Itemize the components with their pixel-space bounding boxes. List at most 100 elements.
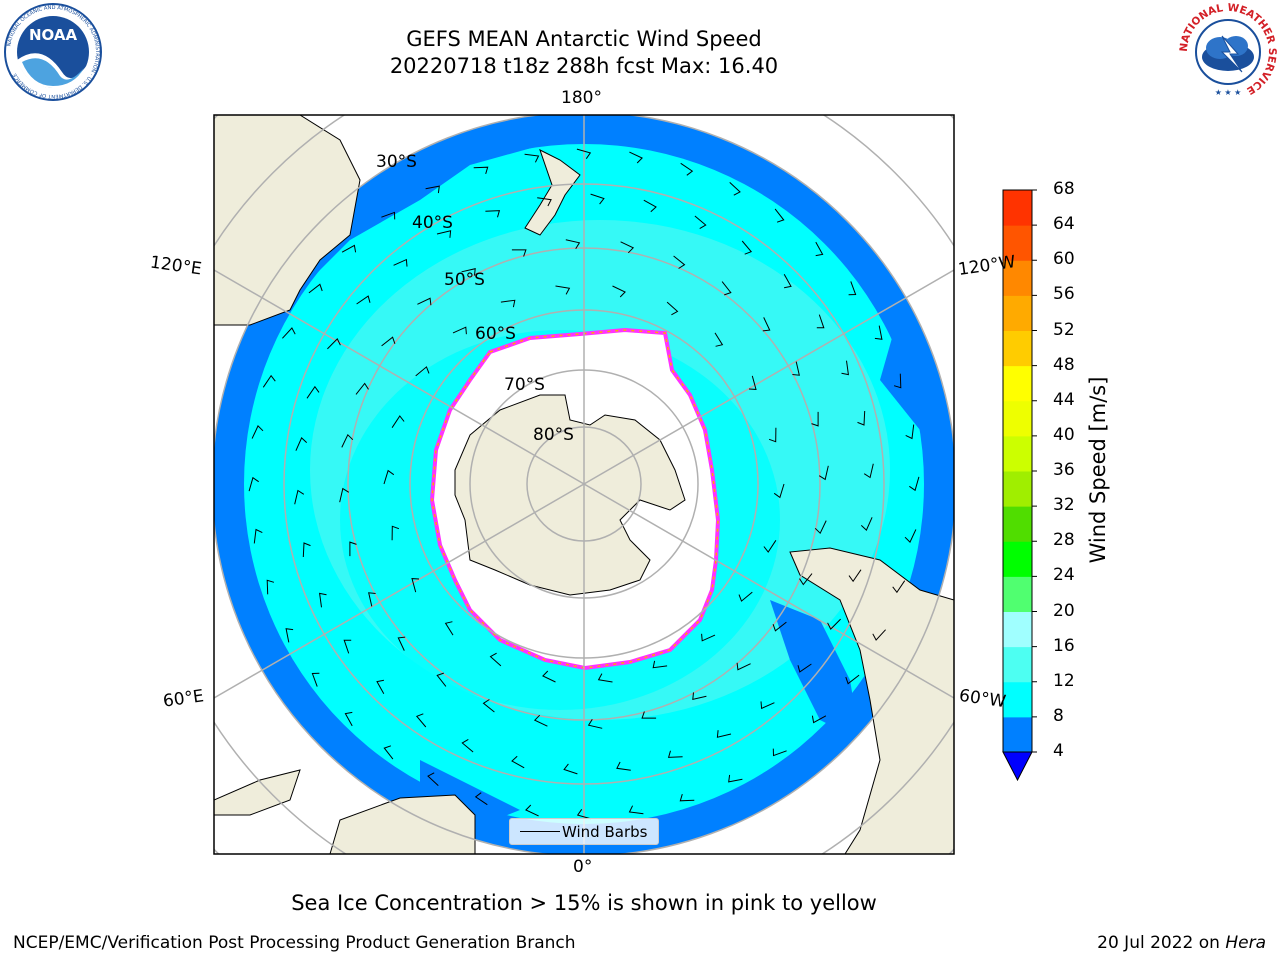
- legend-line-swatch: [520, 831, 560, 832]
- wind-barb: [738, 591, 753, 602]
- wind-barb: [666, 301, 679, 316]
- wind-barb: [763, 540, 777, 553]
- wind-barb: [474, 792, 488, 806]
- wind-barb: [285, 628, 294, 643]
- wind-barb: [729, 182, 741, 196]
- noaa-logo: NOAA NATIONAL OCEANIC AND ATMOSPHERIC AD…: [4, 3, 102, 101]
- wind-barb: [417, 297, 432, 306]
- wind-barb: [436, 672, 447, 687]
- wind-barb: [892, 580, 906, 594]
- colorbar-segment: [1003, 681, 1032, 718]
- wind-barb: [863, 463, 874, 479]
- lat-label-30s: 30°S: [376, 152, 417, 172]
- wind-barb: [692, 692, 707, 700]
- wind-barb: [768, 427, 777, 443]
- wind-barb: [537, 197, 552, 207]
- colorbar-under-arrow: [1002, 751, 1033, 782]
- wind-barb: [381, 211, 396, 220]
- legend-label: Wind Barbs: [562, 823, 648, 841]
- noaa-logo-text: NOAA: [29, 26, 78, 44]
- wind-barb: [811, 411, 819, 427]
- colorbar-tick-label: 44: [1053, 389, 1075, 410]
- wind-barb: [511, 249, 527, 257]
- wind-barb: [555, 285, 571, 295]
- colorbar-tick-label: 16: [1053, 635, 1075, 656]
- wind-barb: [760, 701, 775, 710]
- wind-barb: [500, 299, 516, 308]
- wind-barb: [827, 618, 841, 630]
- wind-barb: [797, 663, 812, 673]
- wind-barb: [461, 738, 474, 753]
- lat-label-50s: 50°S: [444, 270, 485, 290]
- wind-barb: [815, 241, 824, 257]
- nws-logo: NATIONAL WEATHER SERVICE ★ ★ ★: [1178, 2, 1278, 99]
- wind-barb: [542, 670, 556, 683]
- wind-barb: [848, 569, 862, 583]
- wind-barb: [343, 639, 352, 654]
- wind-barb: [845, 674, 860, 685]
- wind-barb: [565, 239, 581, 250]
- wind-barb: [814, 520, 827, 535]
- colorbar-tick-label: 40: [1053, 424, 1075, 445]
- lat-label-60s: 60°S: [475, 324, 516, 344]
- wind-barb: [811, 715, 827, 724]
- wind-barb: [904, 529, 917, 543]
- wind-barb: [415, 366, 430, 377]
- colorbar-tick-label: 68: [1053, 179, 1075, 199]
- colorbar-segment: [1003, 330, 1032, 367]
- wind-barb: [816, 314, 825, 329]
- lon-label-180: 180°: [561, 88, 602, 108]
- footer-credit: NCEP/EMC/Verification Post Processing Pr…: [13, 933, 576, 953]
- wind-barb: [383, 745, 394, 760]
- wind-barb: [533, 714, 548, 727]
- wind-barb: [762, 317, 771, 332]
- wind-barb: [620, 241, 635, 254]
- wind-barb: [641, 711, 657, 719]
- wind-barb: [701, 633, 716, 642]
- wind-barb: [524, 153, 540, 163]
- wind-barb: [841, 360, 849, 376]
- map-frame: [213, 114, 955, 855]
- colorbar-segment: [1003, 541, 1032, 577]
- lat-label-80s: 80°S: [533, 425, 574, 445]
- colorbar-tick-label: 56: [1053, 284, 1075, 305]
- colorbar-tick-label: 20: [1053, 600, 1075, 621]
- wind-barb: [872, 629, 886, 641]
- colorbar-segment: [1003, 225, 1032, 261]
- wind-barb: [266, 579, 275, 595]
- footer-date-text: 20 Jul 2022 on: [1097, 933, 1220, 953]
- wind-barbs: [248, 148, 920, 820]
- sea-ice-note: Sea Ice Concentration > 15% is shown in …: [291, 891, 877, 915]
- map-title: GEFS MEAN Antarctic Wind Speed: [406, 27, 762, 51]
- colorbar-tick-label: 32: [1053, 495, 1075, 516]
- colorbar: [1002, 189, 1037, 782]
- wind-barb: [748, 375, 757, 390]
- wind-barb: [652, 660, 668, 669]
- wind-barb: [341, 244, 357, 253]
- wind-barb: [905, 424, 915, 440]
- wind-barb: [308, 283, 323, 294]
- graticule: [214, 115, 954, 854]
- wind-barb: [411, 578, 420, 593]
- wind-barb: [909, 476, 920, 492]
- wind-barb: [525, 804, 539, 817]
- wind-barb: [590, 193, 605, 205]
- wind-barb: [294, 489, 305, 505]
- wind-barb: [302, 542, 311, 558]
- wind-barb: [368, 592, 376, 607]
- wind-barb: [427, 772, 439, 786]
- wind-barb: [282, 327, 296, 339]
- colorbar-tick-label: 28: [1053, 530, 1075, 551]
- wind-barb: [680, 162, 694, 176]
- wind-barb: [721, 281, 732, 296]
- wind-barb: [679, 793, 695, 802]
- wind-barb: [587, 718, 603, 729]
- lon-label-0: 0°: [573, 857, 593, 877]
- colorbar-segment: [1003, 646, 1032, 683]
- colorbar-tick-label: 36: [1053, 460, 1075, 480]
- wind-barb: [728, 774, 743, 783]
- colorbar-segment: [1003, 506, 1032, 542]
- wind-barb: [461, 268, 476, 276]
- wind-barb: [452, 326, 467, 335]
